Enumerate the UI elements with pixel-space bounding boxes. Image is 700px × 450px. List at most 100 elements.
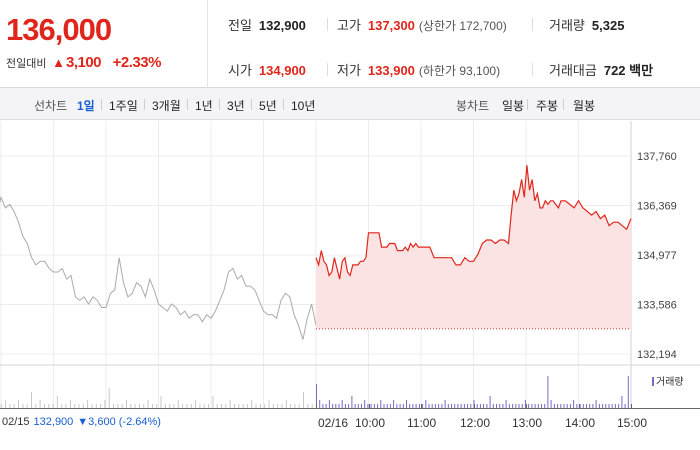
- volume-bar: [515, 404, 517, 408]
- volume-bar: [364, 400, 366, 408]
- volume-bar: [380, 400, 382, 408]
- candle-weekly[interactable]: 주봉: [536, 99, 559, 113]
- x-tick-label: 13:00: [512, 416, 543, 430]
- volume-bar: [569, 404, 571, 408]
- quote-header: 136,000 전일대비 ▲3,100 +2.33% 전일 132,900 고가 1…: [0, 0, 700, 88]
- prev-day-label: 02/15: [2, 416, 30, 428]
- volume-bar: [441, 404, 443, 408]
- volume-bar: [338, 404, 340, 408]
- volume-bar: [566, 404, 568, 408]
- volume-bar: [290, 404, 292, 408]
- volume-bar: [121, 404, 123, 408]
- lower-limit: (하한가 93,100): [418, 64, 501, 78]
- volume-bar: [108, 388, 110, 408]
- volume-bar: [285, 400, 287, 408]
- volume-bar: [69, 400, 71, 408]
- volume-bar: [422, 404, 424, 408]
- volume-bar: [499, 404, 501, 408]
- volume-bar: [386, 404, 388, 408]
- volume-bar: [303, 392, 304, 408]
- volume-bar: [177, 400, 179, 408]
- volume-bar: [199, 404, 201, 408]
- volume-bar: [351, 396, 353, 408]
- volume-bar: [541, 404, 542, 408]
- volume-bar: [409, 404, 411, 408]
- volume-bar: [479, 404, 481, 408]
- volume-bar: [234, 404, 235, 408]
- volume-bar: [190, 404, 192, 408]
- volume-bar: [582, 404, 584, 408]
- candle-daily[interactable]: 일봉: [502, 99, 525, 113]
- volume-bar: [496, 404, 497, 408]
- volume-bar: [9, 404, 11, 408]
- volume-bar: [212, 396, 214, 408]
- volume-bar: [13, 404, 15, 408]
- volume-bar: [56, 396, 58, 408]
- period-5year[interactable]: 5년: [259, 99, 277, 113]
- volume-bar: [344, 404, 346, 408]
- volume-bar: [438, 404, 440, 408]
- volume-bar: [412, 404, 414, 408]
- period-1year[interactable]: 1년: [195, 99, 213, 113]
- volume-bar: [444, 400, 446, 408]
- divider: [563, 99, 564, 110]
- prev-day-close: 132,900: [33, 416, 74, 428]
- volume-bar: [78, 404, 80, 408]
- x-tick-mark: [421, 404, 422, 409]
- volume-bar: [294, 404, 296, 408]
- period-10year[interactable]: 10년: [291, 99, 316, 113]
- volume-bar: [186, 404, 188, 408]
- volume-bar: [434, 404, 436, 408]
- volume-bar: [221, 404, 222, 408]
- x-tick-label: 15:00: [617, 416, 648, 430]
- period-1day[interactable]: 1일: [77, 99, 95, 113]
- low-stat: 저가 133,900 (하한가 93,100): [337, 60, 500, 79]
- prev-close-label: 전일: [228, 18, 252, 33]
- divider: [283, 99, 284, 110]
- period-3year[interactable]: 3년: [227, 99, 245, 113]
- volume-bar: [431, 404, 433, 408]
- x-tick-mark: [631, 404, 632, 409]
- volume-bar: [598, 404, 600, 408]
- divider: [219, 99, 220, 110]
- candle-monthly[interactable]: 월봉: [573, 99, 596, 113]
- volume-bar: [586, 404, 587, 408]
- volume-bar: [528, 404, 530, 408]
- divider: [532, 18, 533, 31]
- volume-bar: [100, 404, 102, 408]
- volume-bar: [31, 392, 32, 408]
- volume-bar: [579, 404, 581, 408]
- volume-bar: [134, 404, 136, 408]
- volume-bar: [377, 404, 379, 408]
- today-series-line: [315, 165, 632, 280]
- volume-bar: [242, 404, 244, 408]
- volume-bar: [316, 384, 317, 408]
- y-tick-label: 133,586: [637, 299, 677, 311]
- volume-bar: [298, 404, 300, 408]
- volume-bar: [259, 404, 261, 408]
- volume-bar: [39, 400, 41, 408]
- volume-bar: [396, 404, 398, 408]
- volume-stat: 거래량 5,325: [549, 15, 624, 34]
- volume-bar: [169, 404, 171, 408]
- volume-bar: [457, 404, 459, 408]
- volume-bar: [614, 404, 616, 408]
- volume-bar: [505, 400, 507, 408]
- volume-bar: [246, 404, 248, 408]
- open-stat: 시가 134,900: [228, 60, 306, 79]
- volume-bar: [524, 400, 526, 408]
- volume-bar: [576, 404, 578, 408]
- volume-bar: [502, 404, 504, 408]
- volume-bar: [126, 400, 127, 408]
- change-amount: 3,100: [65, 54, 102, 71]
- volume-bar: [373, 404, 375, 408]
- volume-bar: [160, 396, 162, 408]
- volume-bar: [470, 404, 472, 408]
- volume-bar: [512, 404, 514, 408]
- period-1week[interactable]: 1주일: [109, 99, 138, 113]
- line-chart-label: 선차트: [34, 99, 68, 113]
- up-arrow-icon: ▲: [52, 55, 65, 70]
- period-3month[interactable]: 3개월: [152, 99, 181, 113]
- volume-bar: [87, 400, 89, 408]
- volume-bar: [341, 400, 343, 408]
